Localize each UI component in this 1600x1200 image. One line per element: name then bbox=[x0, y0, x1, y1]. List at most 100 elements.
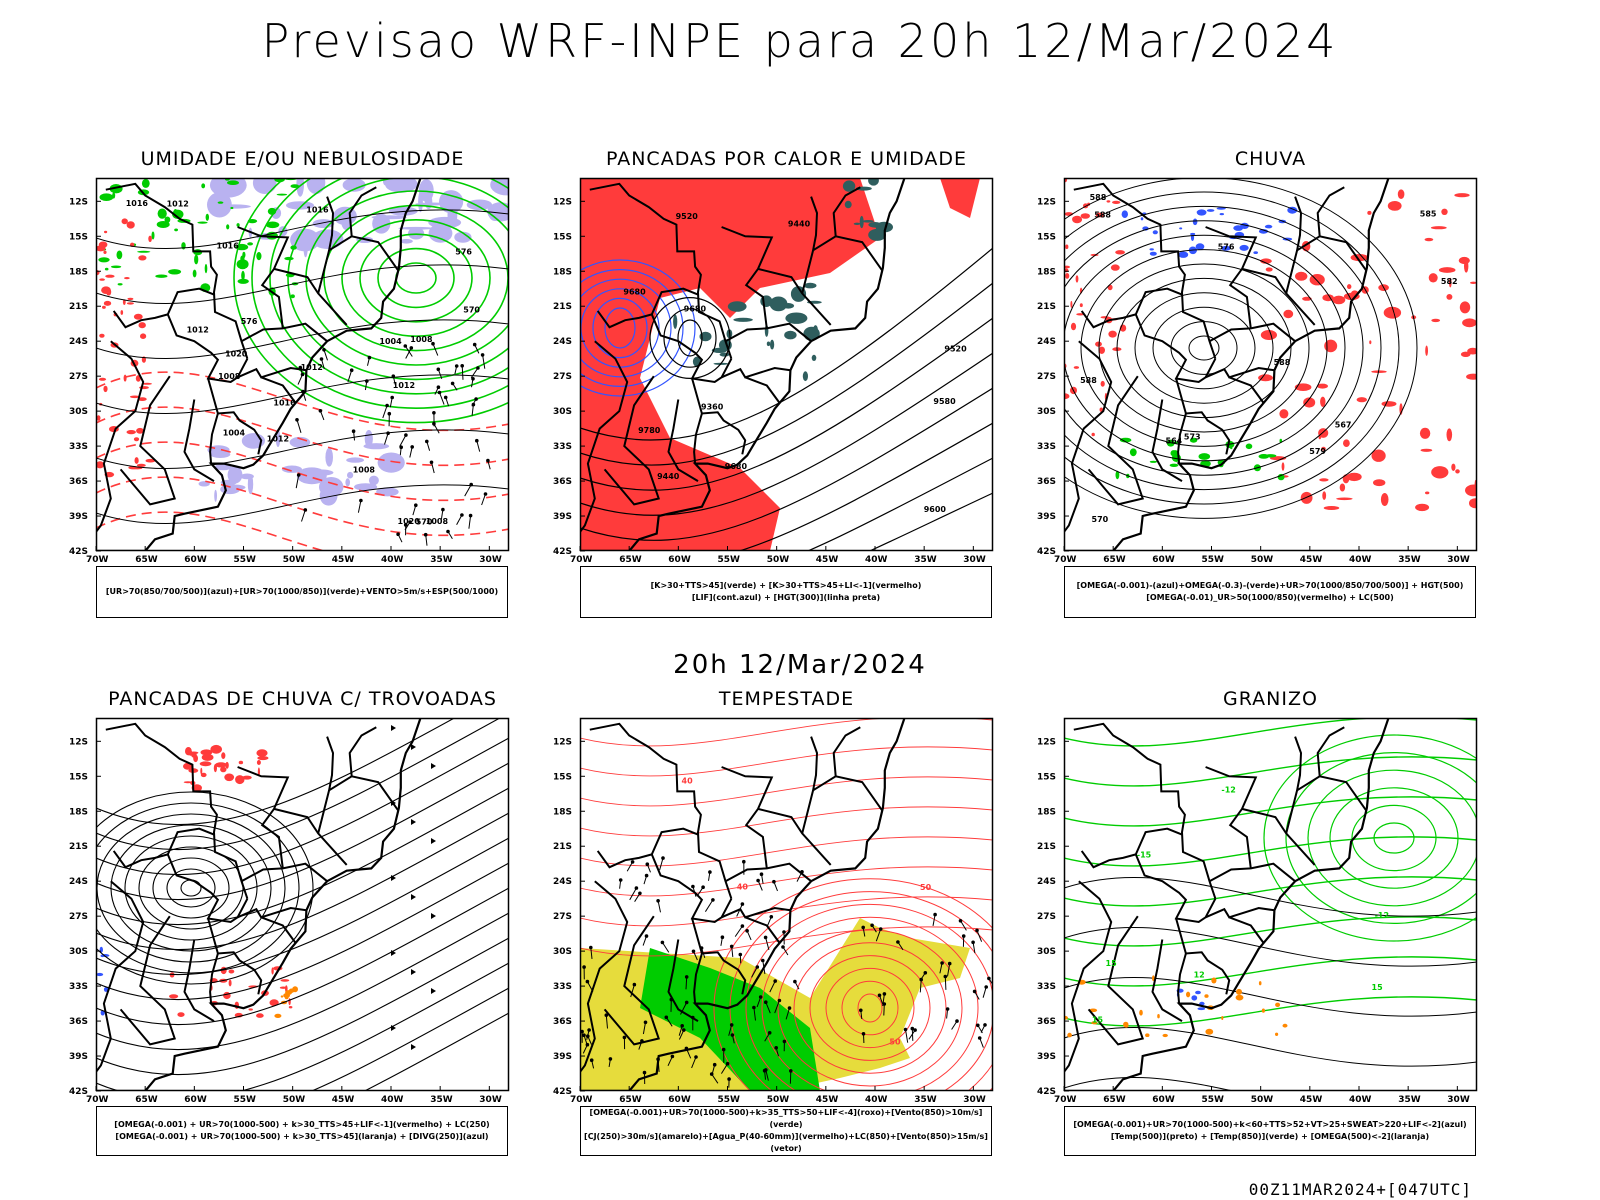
precip-cell bbox=[164, 216, 171, 223]
precip-cell bbox=[1265, 267, 1273, 272]
wind-vector bbox=[883, 1003, 885, 1016]
wind-vector bbox=[932, 914, 936, 926]
wind-vector-head bbox=[682, 1028, 686, 1032]
border-line bbox=[237, 226, 290, 329]
wind-vector bbox=[769, 980, 776, 993]
precip-cell bbox=[227, 466, 243, 484]
wind-vector-head bbox=[721, 1047, 726, 1052]
streamline bbox=[152, 857, 230, 919]
lat-label: 42S bbox=[1037, 1087, 1056, 1097]
border-line bbox=[166, 854, 249, 924]
lon-label: 50W bbox=[1251, 1095, 1274, 1105]
isoline bbox=[580, 269, 684, 387]
precip-cell bbox=[1076, 313, 1085, 316]
isoline bbox=[1064, 205, 1382, 491]
contour-line bbox=[580, 776, 993, 807]
wind-vector-head bbox=[436, 367, 441, 372]
omega500-cells bbox=[1064, 975, 1288, 1038]
wind-vector-head bbox=[295, 418, 299, 422]
contour-label: 564 bbox=[1166, 437, 1183, 446]
precip-cell bbox=[1346, 472, 1362, 482]
precip-cell bbox=[207, 192, 232, 218]
precip-cell bbox=[142, 382, 153, 385]
contour-label: 588 bbox=[1080, 376, 1097, 385]
wind-vector bbox=[691, 1056, 697, 1069]
precip-cell bbox=[408, 227, 425, 240]
wind-vector-head bbox=[774, 1046, 778, 1050]
fields bbox=[96, 718, 509, 1091]
streamline bbox=[96, 862, 509, 1001]
precip-cell bbox=[98, 377, 107, 381]
wind-vector bbox=[404, 345, 413, 357]
border-line bbox=[693, 413, 703, 464]
precip-cell bbox=[1204, 994, 1209, 998]
precip-cell bbox=[1324, 339, 1338, 353]
contour-label: 9680 bbox=[684, 305, 707, 314]
lon-label: 30W bbox=[479, 1095, 502, 1105]
contour-label: 9440 bbox=[788, 219, 811, 228]
wind-vector-head bbox=[475, 438, 479, 443]
lon-label: 60W bbox=[1152, 555, 1175, 565]
lat-label: 21S bbox=[69, 302, 88, 312]
lon-label: 65W bbox=[619, 555, 642, 565]
precip-cell bbox=[267, 207, 277, 215]
streamline bbox=[110, 824, 272, 952]
precip-cell bbox=[1129, 448, 1137, 457]
wind-vector-head bbox=[359, 498, 363, 503]
lat-label: 30S bbox=[553, 947, 572, 957]
lon-label: 65W bbox=[135, 555, 158, 565]
border-line bbox=[112, 287, 215, 329]
isoline bbox=[777, 929, 963, 1087]
precip-cell bbox=[368, 475, 379, 486]
contour-line bbox=[1064, 1026, 1477, 1067]
wind-vector-head bbox=[480, 353, 485, 357]
lat-label: 27S bbox=[553, 912, 572, 922]
border-line bbox=[1064, 880, 1113, 1074]
precip-cell bbox=[168, 269, 182, 275]
contour-label: 1008 bbox=[353, 465, 376, 474]
precip-cell bbox=[157, 208, 167, 219]
precip-cell bbox=[214, 489, 217, 502]
precip-cell bbox=[99, 193, 114, 201]
wind-vector-head bbox=[971, 940, 975, 945]
wind-vector-head bbox=[410, 445, 415, 449]
precip-cell bbox=[347, 471, 354, 479]
contour-line bbox=[1064, 876, 1477, 907]
wind-vector-head bbox=[387, 411, 392, 416]
precip-cell bbox=[1277, 473, 1285, 481]
precip-cell bbox=[1072, 216, 1078, 221]
precip-cell bbox=[1095, 212, 1105, 218]
streamline-arrow bbox=[411, 894, 416, 900]
contour-line bbox=[737, 422, 993, 551]
lon-label: 30W bbox=[963, 1095, 986, 1105]
border-line bbox=[812, 235, 883, 271]
precip-cell bbox=[204, 263, 208, 274]
contour-label: 12 bbox=[1194, 971, 1205, 980]
precip-cell bbox=[215, 762, 227, 768]
streamline-arrow bbox=[391, 725, 396, 731]
precip-cell bbox=[141, 178, 150, 188]
border-line bbox=[273, 807, 348, 866]
precip-cell bbox=[200, 767, 203, 775]
isoline bbox=[841, 980, 899, 1036]
precip-cell bbox=[454, 231, 472, 243]
contour-label: 9520 bbox=[676, 212, 699, 221]
contour-label: 1020 bbox=[225, 350, 248, 359]
wind-vector-head bbox=[472, 342, 477, 347]
precip-cell bbox=[1373, 479, 1386, 487]
lat-label: 33S bbox=[1037, 442, 1056, 452]
contour-label: -15 bbox=[1137, 851, 1152, 860]
isoline bbox=[677, 319, 703, 357]
isoline bbox=[1152, 306, 1256, 390]
wind-vector-head bbox=[396, 532, 400, 537]
precip-cell bbox=[290, 294, 295, 299]
pressure-contours bbox=[96, 209, 509, 525]
precip-cell bbox=[1139, 1009, 1143, 1016]
contour-label: 1012 bbox=[167, 199, 189, 208]
wind-vector-head bbox=[758, 995, 763, 999]
wind-vector-head bbox=[782, 930, 786, 934]
precip-cell bbox=[868, 178, 879, 186]
